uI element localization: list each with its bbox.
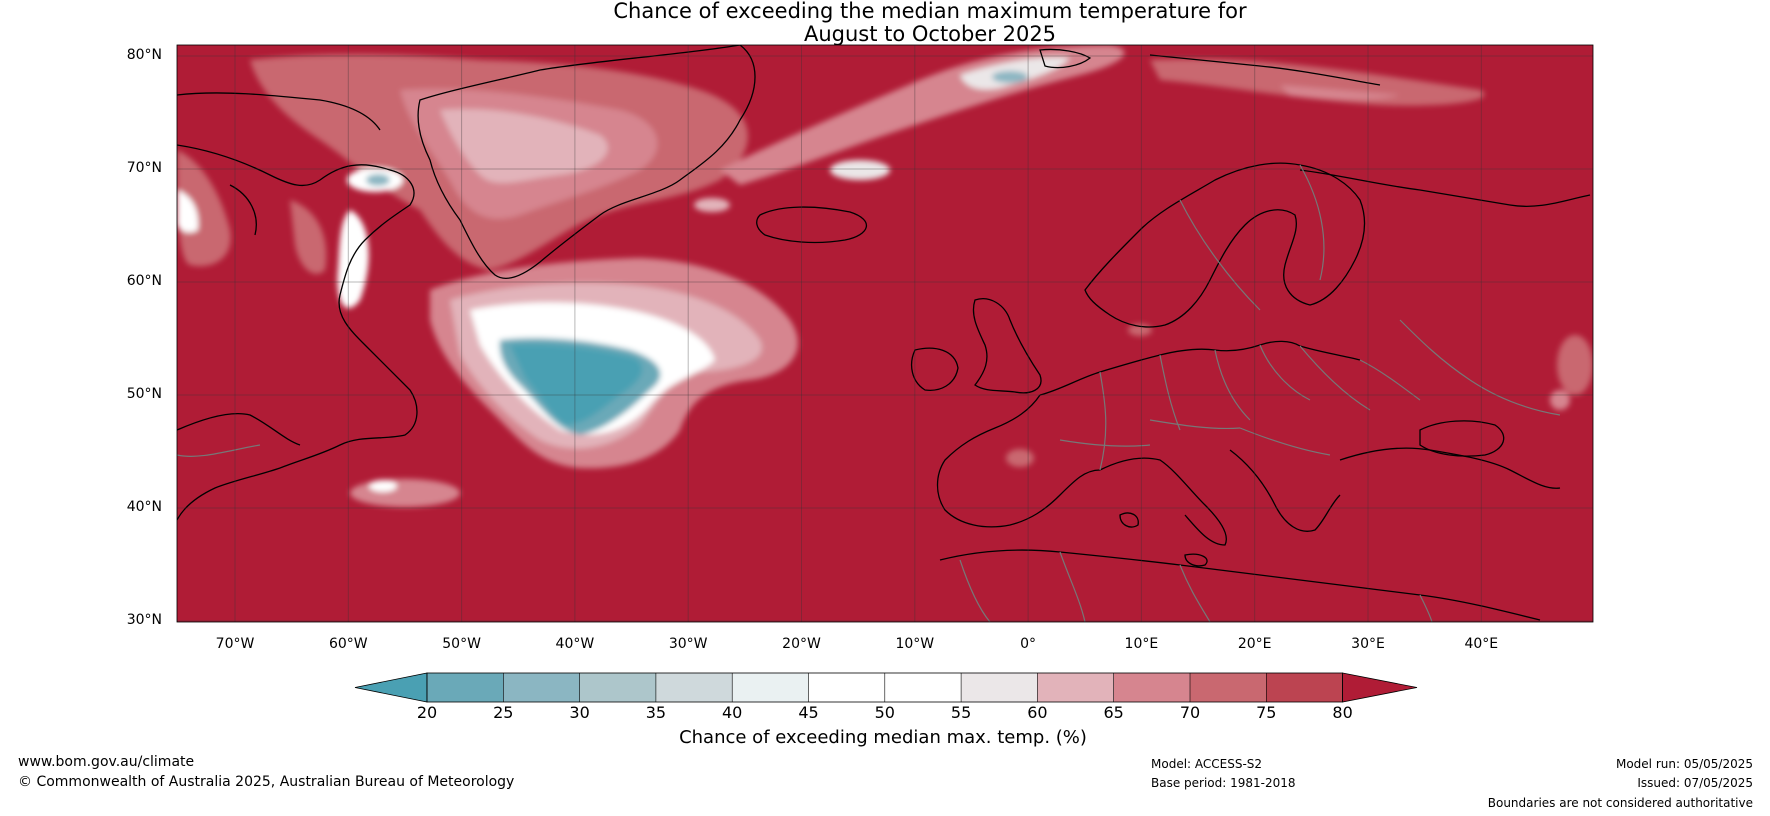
colorbar-tick-label: 50 [874,703,895,722]
colorbar-tick-label: 75 [1256,703,1277,722]
title-line-2: August to October 2025 [803,22,1057,46]
lat-tick-label: 80°N [126,47,162,63]
colorbar-segment [808,673,886,702]
colorbar-segment [655,673,733,702]
colorbar-tick-label: 45 [798,703,819,722]
colorbar-tick-label: 65 [1103,703,1124,722]
lat-tick-label: 30°N [126,612,162,628]
lon-tick-label: 10°W [895,636,935,652]
model-run-date: Model run: 05/05/2025 [1615,757,1753,771]
colorbar-tick-label: 30 [569,703,590,722]
lat-tick-label: 60°N [126,273,162,289]
colorbar-segment [503,673,581,702]
lon-tick-label: 20°E [1237,636,1272,652]
website-link[interactable]: www.bom.gov.au/climate [18,754,195,770]
lat-tick-label: 40°N [126,499,162,515]
colorbar [354,672,1418,703]
copyright-text: © Commonwealth of Australia 2025, Austra… [18,774,515,790]
lon-tick-label: 40°W [555,636,595,652]
probability-field [177,45,1593,507]
colorbar-tick-label: 35 [645,703,667,722]
colorbar-segment [579,673,657,702]
lat-tick-label: 70°N [126,160,162,176]
colorbar-segment [961,673,1038,702]
boundaries-disclaimer: Boundaries are not considered authoritat… [1487,796,1753,810]
lon-tick-label: 0° [1020,636,1037,652]
base-period: Base period: 1981-2018 [1151,776,1296,790]
title-line-1: Chance of exceeding the median maximum t… [613,0,1247,23]
lon-tick-label: 50°W [442,636,481,652]
colorbar-tick-label: 80 [1332,703,1353,722]
issued-date: Issued: 07/05/2025 [1637,776,1753,790]
colorbar-tick-label: 70 [1179,703,1201,722]
lon-tick-label: 10°E [1124,636,1159,652]
lon-tick-label: 60°W [328,636,368,652]
colorbar-extend-high [1342,672,1418,703]
colorbar-label: Chance of exceeding median max. temp. (%… [679,727,1087,748]
lon-tick-label: 40°E [1464,636,1499,652]
model-name: Model: ACCESS-S2 [1151,757,1263,771]
colorbar-tick-label: 55 [950,703,972,722]
colorbar-segment [1113,673,1191,702]
colorbar-tick-label: 25 [493,703,514,722]
colorbar-segment [1190,673,1267,702]
colorbar-tick-label: 60 [1027,703,1048,722]
colorbar-segment [427,673,504,702]
colorbar-segment [1037,673,1115,702]
lon-tick-label: 20°W [782,636,821,652]
colorbar-extend-low [354,672,428,703]
colorbar-segment [732,673,809,702]
lat-tick-label: 50°N [126,386,162,402]
country-borders [177,164,1561,622]
graticule [177,45,1593,622]
map-title: Chance of exceeding the median maximum t… [0,0,1770,46]
map-frame [176,44,1594,623]
lon-tick-label: 30°W [668,636,708,652]
lon-tick-label: 30°E [1351,636,1385,652]
colorbar-segment [1266,673,1344,702]
lon-tick-label: 70°W [215,636,255,652]
colorbar-segment [884,673,962,702]
colorbar-tick-label: 20 [416,703,438,722]
coastlines [177,45,1591,621]
colorbar-tick-label: 40 [722,703,743,722]
